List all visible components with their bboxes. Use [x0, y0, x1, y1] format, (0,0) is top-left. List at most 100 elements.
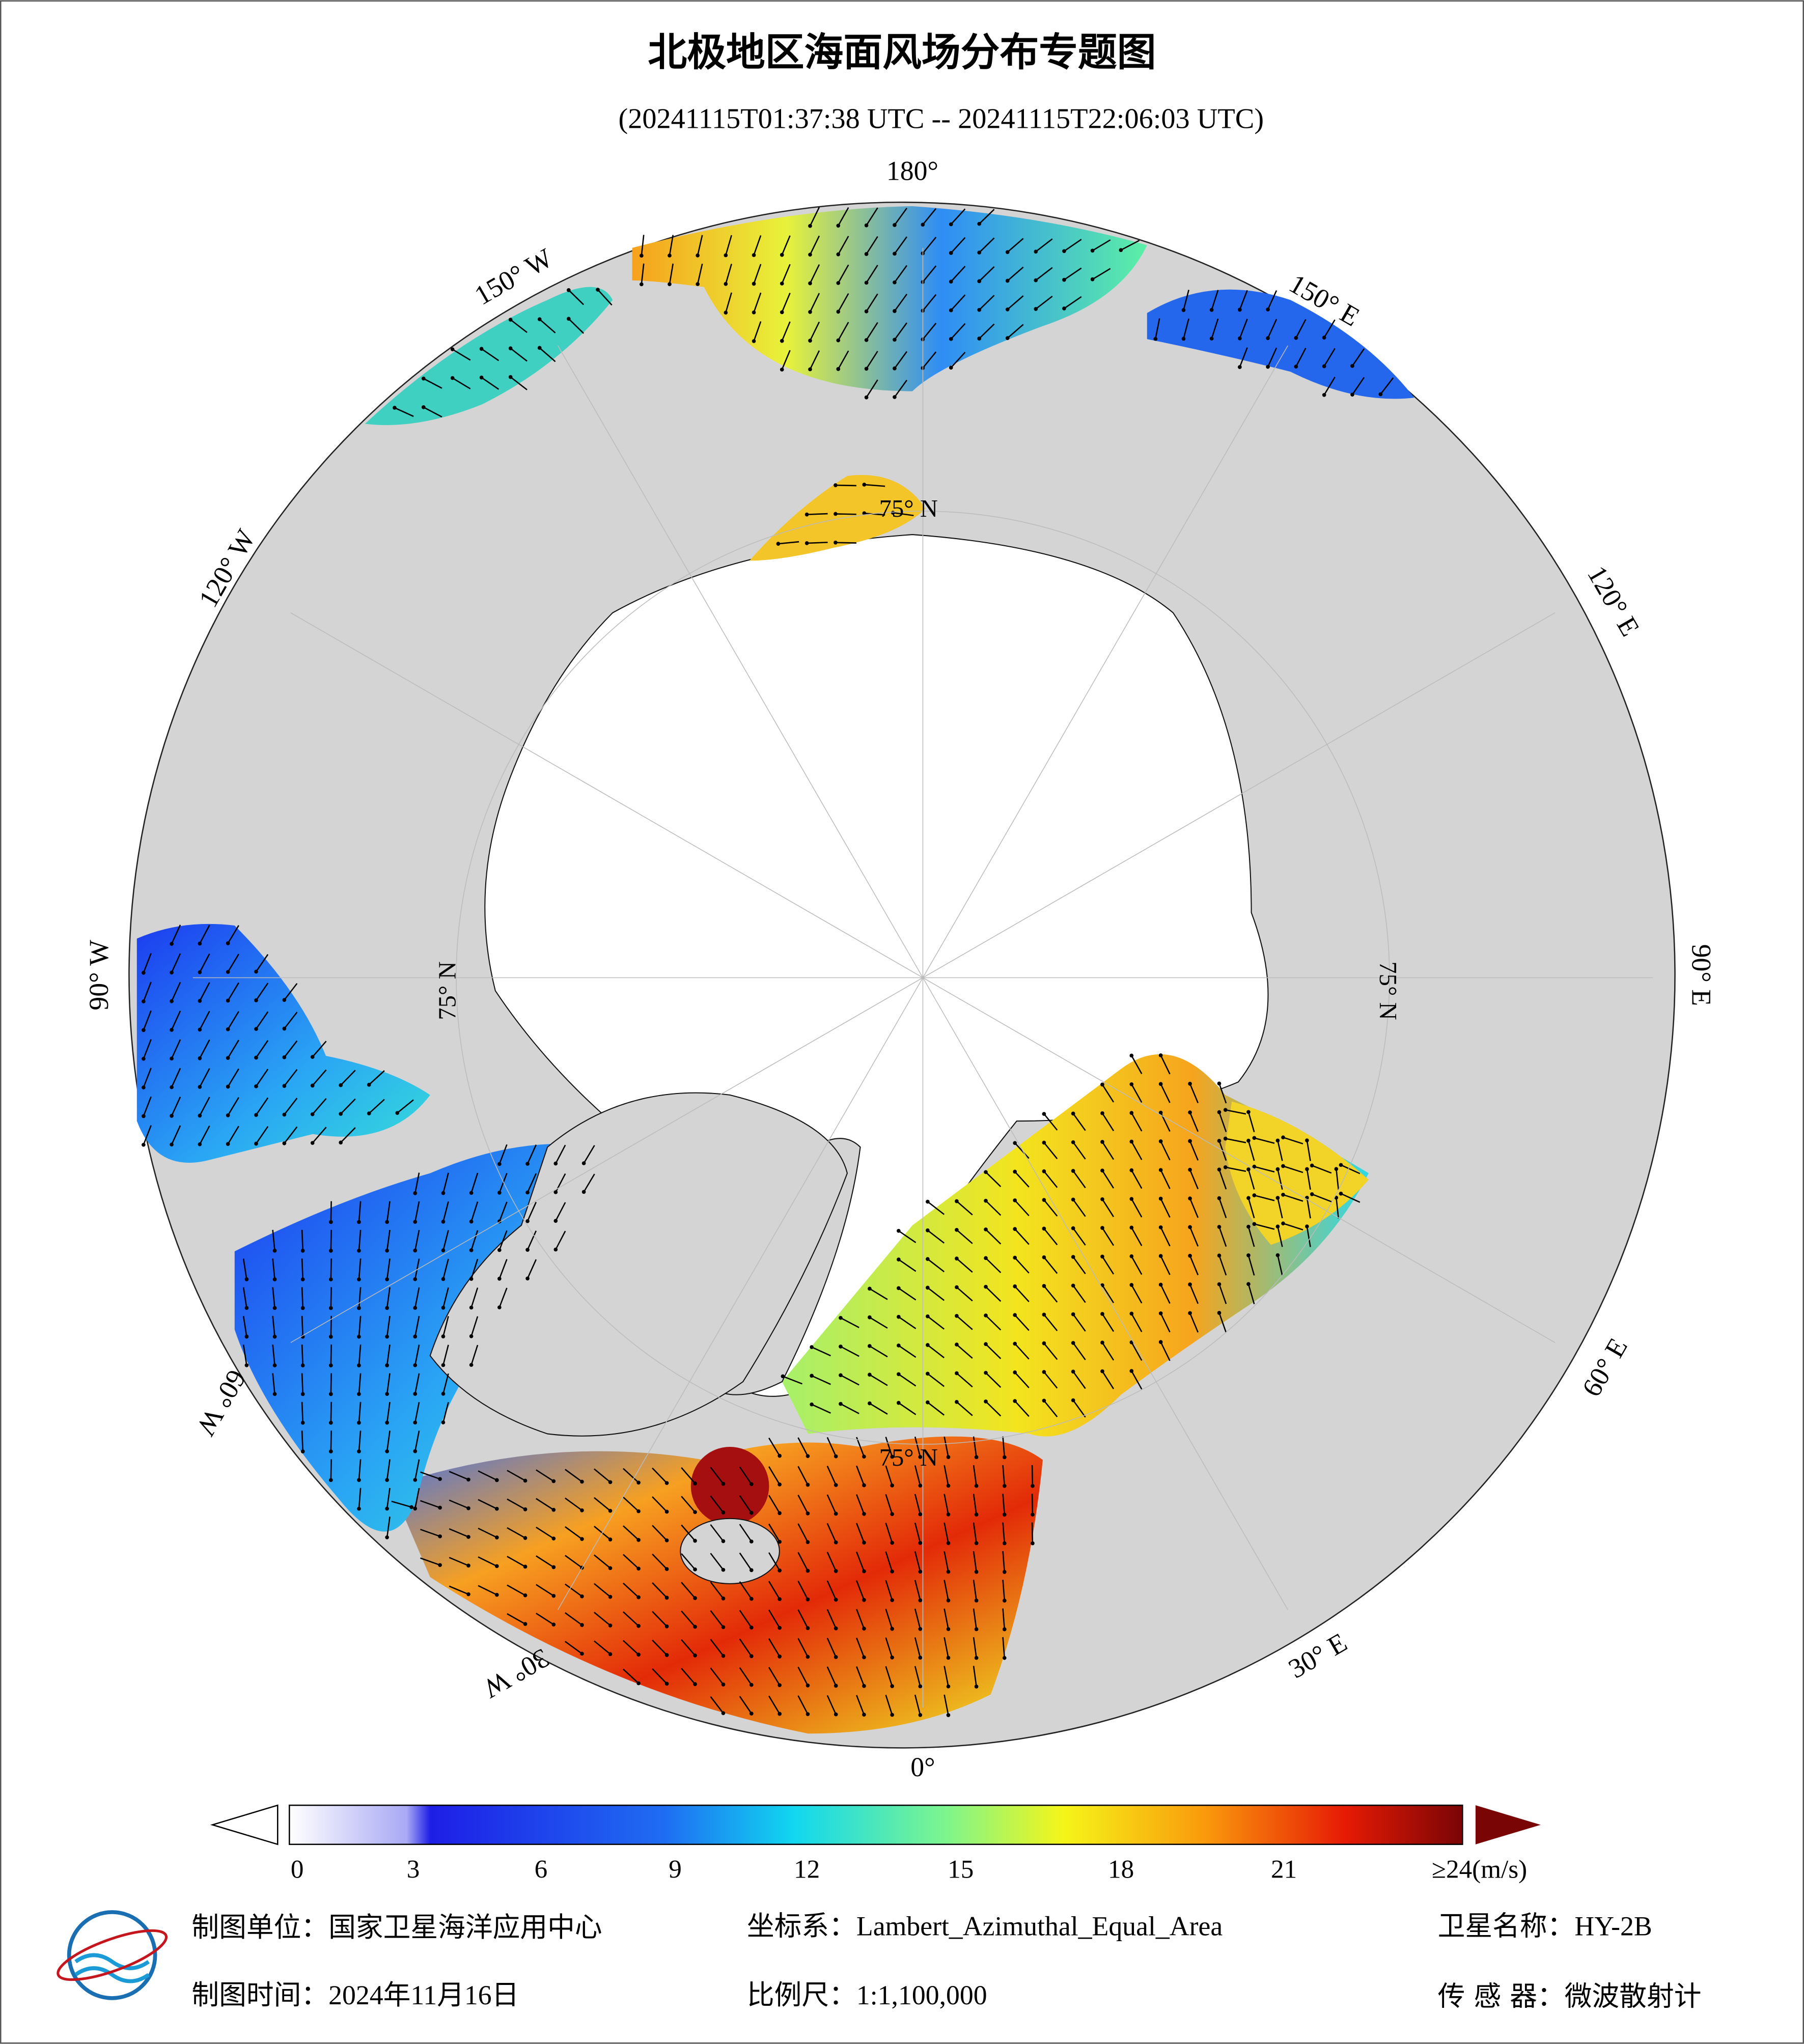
wind-arrow-head — [1013, 1198, 1017, 1202]
wind-arrow-head — [494, 1478, 499, 1482]
wind-arrow — [1131, 1284, 1143, 1304]
wind-arrow-head — [897, 1228, 901, 1233]
wind-arrow — [809, 321, 820, 341]
wind-arrow — [358, 1287, 362, 1308]
wind-arrow-head — [508, 375, 513, 379]
wind-arrow — [1101, 1284, 1115, 1303]
wind-arrow — [452, 349, 471, 361]
wind-arrow — [927, 1258, 945, 1273]
wind-arrow-head — [834, 1540, 838, 1545]
wind-arrow — [781, 321, 791, 342]
wind-arrow — [312, 1127, 327, 1143]
wind-arrow — [753, 235, 762, 256]
wind-arrow-head — [282, 1026, 287, 1031]
wind-arrow-head — [254, 1113, 258, 1117]
wind-arrow-head — [300, 1363, 305, 1367]
wind-arrow-head — [664, 1567, 669, 1571]
wind-arrow — [565, 1583, 582, 1597]
wind-arrow-head — [1031, 1541, 1035, 1546]
wind-arrow-head — [551, 1507, 556, 1512]
wind-arrow-head — [778, 1511, 782, 1516]
wind-arrow-head — [893, 309, 897, 313]
footer-projection: 坐标系：Lambert_Azimuthal_Equal_Area — [747, 1911, 1223, 1942]
wind-arrow — [536, 1584, 554, 1597]
wind-arrow — [1043, 1342, 1058, 1360]
wind-arrow — [255, 1069, 269, 1087]
wind-arrow-head — [170, 1085, 174, 1089]
wind-arrow-head — [254, 1141, 258, 1146]
wind-arrow — [284, 1098, 298, 1115]
wind-arrow-head — [1062, 277, 1066, 282]
wind-arrow-head — [1281, 1192, 1285, 1197]
wind-arrow — [449, 1471, 469, 1480]
meridian-line — [923, 977, 1556, 1343]
wind-arrow-head — [409, 1505, 413, 1509]
wind-arrow-head — [1181, 337, 1186, 341]
wind-arrow-head — [413, 1191, 418, 1195]
wind-arrow-head — [142, 1142, 146, 1147]
wind-arrow-head — [1042, 1255, 1046, 1259]
wind-arrow-head — [810, 1402, 814, 1407]
wind-arrow-head — [466, 1563, 470, 1568]
wind-arrow-head — [1237, 307, 1242, 312]
wind-arrow — [1014, 1371, 1030, 1388]
logo-ring — [67, 1910, 157, 2000]
wind-arrow — [1239, 347, 1248, 368]
wind-arrow-head — [918, 1483, 923, 1488]
wind-arrow-head — [1129, 1111, 1134, 1115]
wind-arrow — [1254, 1166, 1275, 1173]
wind-arrow — [255, 1126, 269, 1144]
wind-arrow — [536, 1555, 554, 1568]
wind-arrow — [507, 1527, 526, 1539]
wind-arrow — [739, 1667, 752, 1686]
wind-arrow-head — [1071, 1369, 1075, 1374]
wind-arrow — [498, 1173, 508, 1193]
wind-arrow-head — [469, 1248, 474, 1252]
wind-arrow — [782, 1376, 803, 1385]
wind-arrow-head — [974, 1570, 979, 1574]
wind-arrow — [1131, 1198, 1143, 1218]
colorbar-under — [210, 1804, 279, 1845]
wind-arrow — [1072, 1256, 1086, 1274]
wind-arrow — [414, 1287, 420, 1308]
wind-arrow-head — [244, 1277, 249, 1281]
meridian-label: 90° W — [84, 940, 114, 1011]
wind-arrow — [1323, 377, 1336, 396]
wind-arrow-head — [466, 1506, 470, 1510]
greenland — [429, 1092, 848, 1437]
wind-arrow-head — [834, 1655, 838, 1659]
wind-arrow-head — [300, 1306, 305, 1310]
wind-arrow — [442, 1373, 449, 1394]
wind-arrow-head — [808, 339, 812, 343]
wind-arrow-head — [300, 1392, 305, 1396]
wind-arrow — [710, 1610, 724, 1628]
wind-arrow-head — [1237, 365, 1242, 369]
wind-arrow — [856, 1695, 865, 1715]
wind-arrow — [826, 1437, 837, 1457]
logo-orbit — [57, 1929, 168, 1981]
wind-arrow-head — [580, 1623, 584, 1627]
wind-arrow-head — [1181, 308, 1186, 312]
wind-arrow — [555, 1230, 566, 1250]
wind-arrow — [386, 1229, 391, 1251]
wind-arrow-head — [721, 1597, 726, 1601]
wind-arrow-head — [752, 339, 756, 343]
wind-arrow-head — [862, 1483, 866, 1488]
wind-arrow — [284, 1069, 298, 1086]
wind-arrow — [1189, 1198, 1199, 1218]
wind-arrow — [898, 1374, 917, 1387]
wind-arrow-head — [693, 1682, 697, 1686]
wind-arrow — [826, 1523, 837, 1543]
wind-arrow — [753, 264, 762, 284]
wind-arrow — [623, 1496, 639, 1512]
wind-arrow-head — [494, 1535, 499, 1539]
wind-arrow-head — [949, 308, 953, 313]
wind-arrow-head — [834, 512, 838, 516]
wind-arrow — [442, 1230, 449, 1251]
wind-arrow-head — [1158, 1110, 1163, 1115]
wind-arrow-head — [282, 1141, 287, 1145]
wind-arrow-head — [1188, 1282, 1192, 1286]
meridian-line — [558, 977, 924, 1610]
wind-arrow-head — [226, 1084, 230, 1089]
wind-arrow-head — [608, 1566, 613, 1571]
